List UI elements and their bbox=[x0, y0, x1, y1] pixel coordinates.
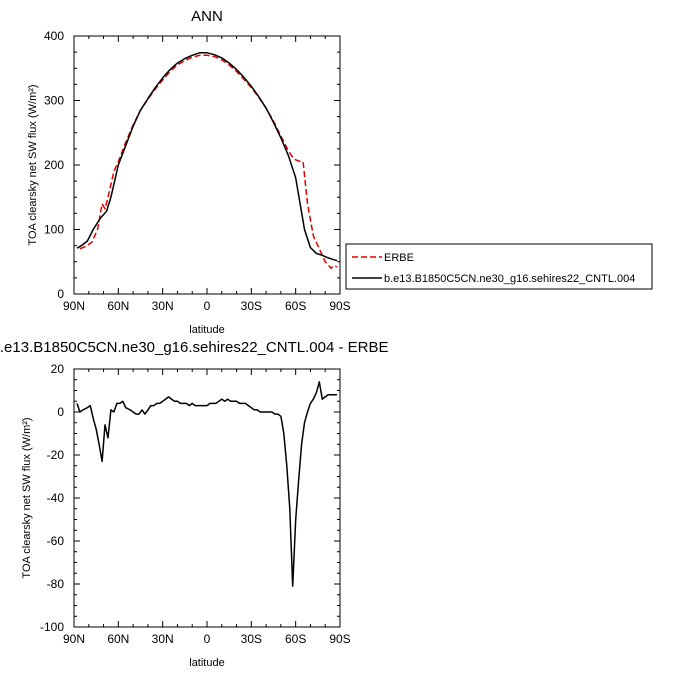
top-series-line-erbe bbox=[79, 54, 338, 269]
bottom-y-tick-label: -40 bbox=[47, 491, 65, 505]
bottom-y-tick-label: -100 bbox=[40, 620, 64, 634]
top-x-tick-label: 0 bbox=[204, 299, 211, 313]
bottom-y-tick-label: -60 bbox=[47, 534, 65, 548]
legend-label-model: b.e13.B1850C5CN.ne30_g16.sehires22_CNTL.… bbox=[384, 273, 635, 285]
bottom-series-line-difference bbox=[76, 381, 337, 587]
bottom-chart-ticks: 90N 60N 30N 0 30S 60S 90S -100 -80 -60 -40 -20 0 20 bbox=[40, 362, 351, 646]
bottom-chart-title: b.e13.B1850C5CN.ne30_g16.sehires22_CNTL.… bbox=[0, 339, 388, 356]
top-chart-y-axis-label: TOA clearsky net SW flux (W/m²) bbox=[27, 84, 39, 245]
bottom-x-tick-label: 90N bbox=[63, 632, 85, 646]
bottom-x-tick-label: 0 bbox=[204, 632, 211, 646]
bottom-y-tick-label: 0 bbox=[57, 405, 64, 419]
bottom-y-tick-label: 20 bbox=[51, 362, 65, 376]
bottom-x-tick-label: 30N bbox=[152, 632, 174, 646]
top-x-tick-label: 30S bbox=[241, 299, 262, 313]
legend-label-erbe: ERBE bbox=[384, 252, 414, 264]
bottom-chart-y-axis-label: TOA clearsky net SW flux (W/m²) bbox=[21, 417, 33, 578]
top-chart-plot-frame bbox=[73, 35, 341, 295]
top-x-tick-label: 90N bbox=[63, 299, 85, 313]
top-chart-title: ANN bbox=[191, 8, 223, 25]
bottom-x-tick-label: 60S bbox=[285, 632, 306, 646]
top-chart-x-axis-label: latitude bbox=[189, 324, 224, 336]
bottom-y-tick-label: -20 bbox=[47, 448, 65, 462]
bottom-chart-plot-frame bbox=[73, 368, 341, 628]
bottom-x-tick-label: 60N bbox=[107, 632, 129, 646]
bottom-chart-series bbox=[76, 381, 337, 587]
bottom-chart: b.e13.B1850C5CN.ne30_g16.sehires22_CNTL.… bbox=[0, 339, 388, 669]
top-y-tick-label: 400 bbox=[44, 29, 64, 43]
top-chart: ANN 90N 60N 30N 0 30S 60S 90S 0 100 200 300 400 lat… bbox=[27, 8, 351, 336]
top-y-tick-label: 100 bbox=[44, 223, 64, 237]
top-y-tick-label: 200 bbox=[44, 158, 64, 172]
top-y-tick-label: 0 bbox=[57, 287, 64, 301]
top-chart-ticks: 90N 60N 30N 0 30S 60S 90S 0 100 200 300 400 bbox=[44, 29, 351, 313]
top-chart-series bbox=[76, 52, 338, 269]
legend-box bbox=[345, 243, 653, 290]
bottom-y-tick-label: -80 bbox=[47, 577, 65, 591]
top-x-tick-label: 60S bbox=[285, 299, 306, 313]
top-x-tick-label: 60N bbox=[107, 299, 129, 313]
legend: ERBE b.e13.B1850C5CN.ne30_g16.sehires22_… bbox=[345, 243, 653, 290]
bottom-chart-x-axis-label: latitude bbox=[189, 657, 224, 669]
top-x-tick-label: 90S bbox=[329, 299, 350, 313]
bottom-x-tick-label: 90S bbox=[329, 632, 350, 646]
top-y-tick-label: 300 bbox=[44, 94, 64, 108]
top-x-tick-label: 30N bbox=[152, 299, 174, 313]
bottom-x-tick-label: 30S bbox=[241, 632, 262, 646]
top-series-line-model bbox=[76, 52, 338, 262]
